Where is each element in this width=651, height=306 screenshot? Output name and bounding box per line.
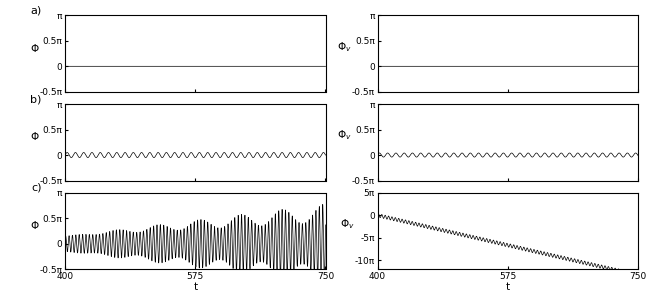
Text: b): b) <box>31 94 42 104</box>
Text: c): c) <box>31 183 42 193</box>
X-axis label: t: t <box>193 282 197 293</box>
Y-axis label: $\Phi_v$: $\Phi_v$ <box>340 217 355 231</box>
Y-axis label: $\Phi_v$: $\Phi_v$ <box>337 129 352 142</box>
Y-axis label: $\Phi$: $\Phi$ <box>30 219 40 231</box>
Text: a): a) <box>31 5 42 15</box>
Y-axis label: $\Phi$: $\Phi$ <box>30 42 40 54</box>
Y-axis label: $\Phi_v$: $\Phi_v$ <box>337 40 352 54</box>
Y-axis label: $\Phi$: $\Phi$ <box>30 130 40 142</box>
X-axis label: t: t <box>506 282 510 293</box>
